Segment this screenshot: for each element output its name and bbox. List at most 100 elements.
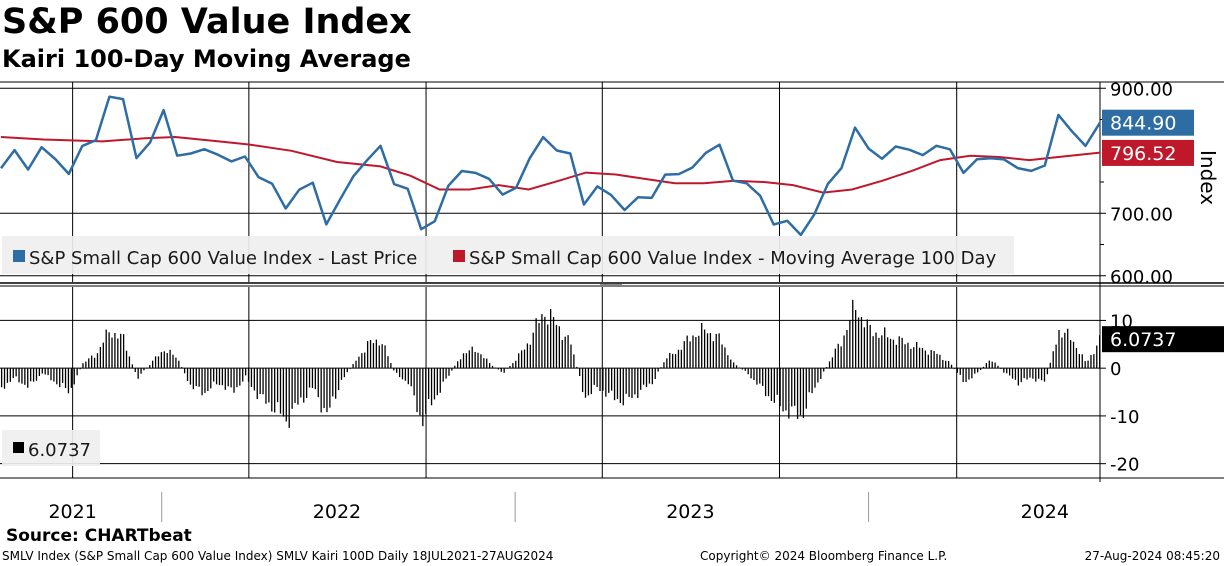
kairi-bar bbox=[459, 359, 462, 369]
kairi-bar bbox=[352, 363, 354, 369]
kairi-bar bbox=[451, 368, 453, 371]
kairi-bar bbox=[709, 333, 712, 369]
kairi-bar bbox=[445, 368, 447, 379]
kairi-bar bbox=[311, 368, 314, 388]
kairi-bar bbox=[337, 368, 340, 391]
kairi-bar bbox=[3, 368, 6, 389]
kairi-bar bbox=[544, 316, 546, 369]
kairi-bar bbox=[718, 333, 720, 369]
kairi-bar bbox=[523, 349, 526, 369]
kairi-bar bbox=[189, 368, 192, 385]
kairi-bar bbox=[753, 368, 755, 380]
kairi-bar bbox=[805, 368, 807, 409]
kairi-bar bbox=[695, 336, 697, 369]
kairi-bar bbox=[706, 333, 709, 369]
kairi-bar bbox=[596, 368, 598, 388]
kairi-bar bbox=[1084, 361, 1086, 369]
kairi-bar bbox=[619, 368, 622, 403]
kairi-bar bbox=[904, 344, 906, 369]
kairi-bar bbox=[1003, 368, 1005, 373]
kairi-bar bbox=[645, 368, 648, 388]
kairi-bar bbox=[1099, 335, 1101, 369]
kairi-bar bbox=[927, 354, 929, 369]
kairi-bar bbox=[375, 339, 378, 369]
kairi-bar bbox=[282, 368, 285, 417]
kairi-bar bbox=[364, 352, 366, 369]
kairi-bar bbox=[796, 368, 799, 419]
kairi-bar bbox=[329, 368, 331, 408]
kairi-bar bbox=[840, 346, 842, 369]
kairi-bar bbox=[881, 335, 883, 369]
kairi-bar bbox=[390, 363, 392, 369]
kairi-bar bbox=[1026, 368, 1028, 380]
kairi-bar bbox=[613, 368, 616, 401]
kairi-bar bbox=[488, 363, 491, 369]
kairi-bar bbox=[584, 368, 587, 398]
kairi-bar bbox=[950, 364, 953, 369]
kairi-bar bbox=[140, 368, 142, 374]
kairi-bar bbox=[369, 339, 372, 369]
kairi-bar bbox=[872, 336, 874, 369]
kairi-bar bbox=[279, 368, 282, 414]
kairi-bar bbox=[242, 368, 244, 382]
kairi-bar bbox=[738, 367, 741, 369]
chart-title: S&P 600 Value Index bbox=[2, 2, 412, 42]
kairi-bar bbox=[93, 357, 96, 369]
kairi-bar bbox=[117, 338, 119, 369]
kairi-bar bbox=[654, 368, 656, 379]
kairi-bar bbox=[262, 368, 264, 395]
kairi-bar bbox=[224, 368, 226, 390]
kairi-bar bbox=[24, 368, 26, 385]
kairi-bar bbox=[669, 352, 671, 369]
kairi-bar bbox=[9, 368, 11, 382]
kairi-bar bbox=[305, 368, 308, 398]
kairi-bar bbox=[268, 368, 270, 403]
kairi-bar bbox=[512, 363, 514, 369]
kairi-bar bbox=[506, 368, 508, 369]
kairi-bar bbox=[53, 368, 55, 382]
kairi-bar bbox=[427, 368, 430, 399]
kairi-bar bbox=[982, 366, 985, 369]
kairi-bar bbox=[259, 368, 261, 394]
kairi-bar bbox=[741, 368, 744, 370]
kairi-bar bbox=[608, 368, 610, 393]
kairi-bar bbox=[599, 368, 601, 392]
kairi-bar bbox=[201, 368, 203, 396]
kairi-bar bbox=[576, 366, 578, 369]
kairi-bar bbox=[497, 368, 500, 370]
kairi-bar bbox=[657, 368, 659, 372]
kairi-bar bbox=[381, 344, 383, 369]
kairi-bar bbox=[218, 368, 221, 386]
kairi-bar bbox=[15, 368, 17, 377]
kairi-bar bbox=[349, 368, 351, 369]
kairi-bar bbox=[680, 349, 683, 369]
kairi-bar bbox=[276, 368, 279, 403]
kairi-bar bbox=[794, 368, 796, 406]
x-year-label: 2022 bbox=[313, 501, 361, 523]
kairi-bar bbox=[1081, 354, 1083, 369]
kairi-bar bbox=[91, 355, 93, 369]
kairi-bar bbox=[828, 361, 831, 369]
kairi-bar bbox=[590, 368, 592, 395]
kairi-bar bbox=[114, 332, 116, 369]
kairi-bar bbox=[82, 363, 84, 369]
kairi-bar bbox=[439, 368, 441, 393]
kairi-bar bbox=[1093, 354, 1095, 369]
kairi-bar bbox=[1023, 368, 1025, 379]
kairi-bar bbox=[509, 365, 511, 369]
kairi-bar bbox=[587, 368, 590, 396]
kairi-bar bbox=[779, 368, 781, 407]
kairi-bar bbox=[1072, 341, 1075, 369]
kairi-bar bbox=[918, 347, 921, 369]
kairi-bar bbox=[884, 327, 886, 369]
kairi-bar bbox=[1038, 368, 1040, 379]
kairi-bar bbox=[611, 368, 613, 391]
kairi-bar bbox=[730, 359, 732, 369]
kairi-bar bbox=[898, 336, 900, 369]
kairi-bar bbox=[1078, 354, 1080, 369]
kairi-bar bbox=[44, 368, 46, 375]
kairi-bar bbox=[515, 360, 517, 369]
kairi-bar bbox=[407, 368, 409, 385]
kairi-bar bbox=[416, 368, 418, 413]
kairi-bar bbox=[410, 368, 412, 387]
